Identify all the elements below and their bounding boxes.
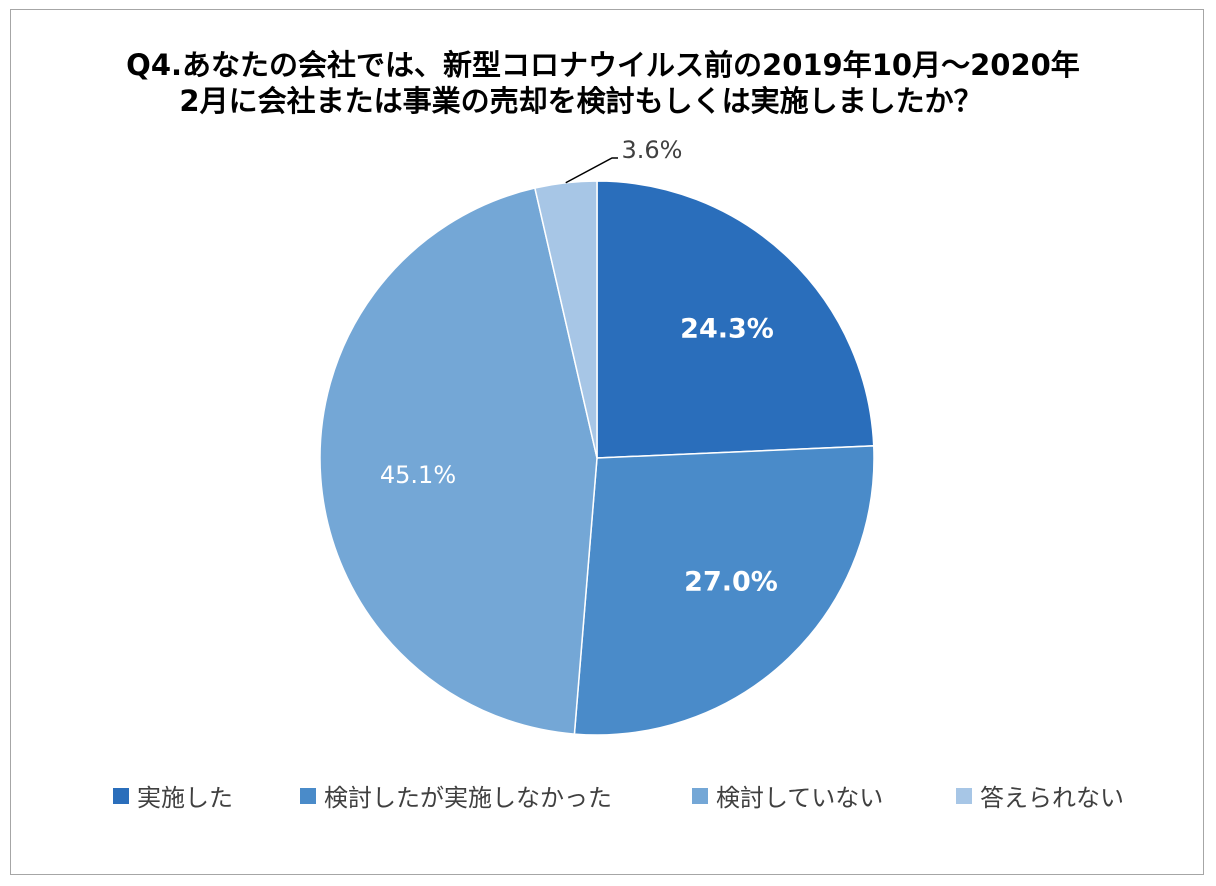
pie-slice-4 — [533, 180, 598, 459]
legend-swatch-3 — [692, 787, 708, 804]
legend-item-1: 実施した — [113, 778, 233, 813]
leader-line-4 — [565, 157, 618, 184]
pie-slice-2 — [573, 445, 875, 736]
legend-label-2: 検討したが実施しなかった — [324, 784, 612, 812]
legend-item-2: 検討したが実施しなかった — [300, 778, 612, 813]
legend-label-4: 答えられない — [980, 784, 1124, 812]
legend-swatch-2 — [300, 787, 316, 804]
legend-item-3: 検討していない — [692, 778, 883, 813]
chart-title-line-2: 2月に会社または事業の売却を検討もしくは実施しましたか？ — [179, 84, 983, 118]
slice-label-4: 3.6% — [622, 136, 683, 164]
chart-title-line-1: Q4.あなたの会社では、新型コロナウイルス前の2019年10月～2020年 — [126, 48, 1080, 82]
chart-legend: 実施した 検討したが実施しなかった 検討していない 答えられない — [0, 778, 1216, 814]
legend-swatch-4 — [956, 787, 972, 804]
legend-swatch-1 — [113, 787, 129, 804]
chart-title: Q4.あなたの会社では、新型コロナウイルス前の2019年10月～2020年 2月… — [0, 47, 1216, 119]
slice-label-3: 45.1% — [380, 461, 456, 489]
slice-label-2: 27.0% — [684, 567, 778, 598]
pie-slice-3 — [319, 187, 598, 735]
pie-slice-1 — [596, 180, 875, 459]
slice-label-1: 24.3% — [680, 314, 774, 345]
legend-label-1: 実施した — [137, 784, 233, 812]
legend-label-3: 検討していない — [716, 784, 884, 812]
legend-item-4: 答えられない — [956, 778, 1124, 813]
